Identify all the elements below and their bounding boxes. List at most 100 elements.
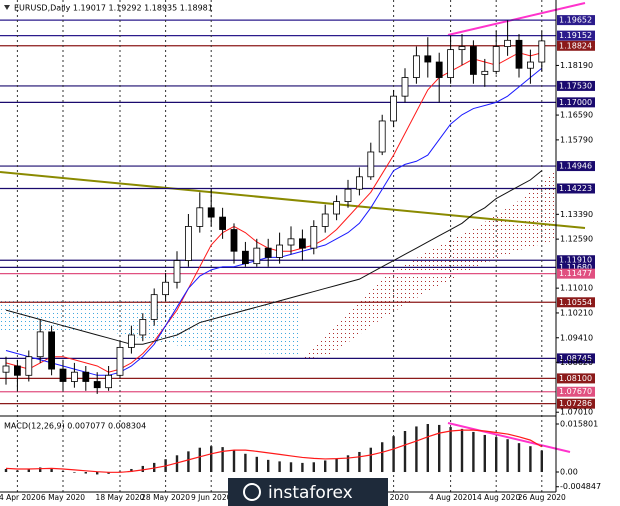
candle-body xyxy=(253,247,261,265)
level-label-box xyxy=(557,262,595,273)
candle-body xyxy=(378,120,386,153)
candle-body xyxy=(412,55,420,78)
level-label-box xyxy=(557,386,595,397)
macd-bar xyxy=(187,451,190,473)
y-tick-label: 1.07670 xyxy=(559,387,592,396)
candle-body xyxy=(59,368,67,382)
x-tick-label: 6 May 2020 xyxy=(41,493,85,502)
macd-bar xyxy=(415,426,418,473)
trend-line xyxy=(0,171,586,229)
candle-body xyxy=(230,229,238,252)
macd-bar xyxy=(529,446,532,473)
y-tick-label: 1.18190 xyxy=(560,61,593,70)
macd-bar xyxy=(39,467,42,473)
candle-body xyxy=(527,61,534,69)
macd-bar xyxy=(403,431,407,473)
y-tick-label: 1.19652 xyxy=(559,16,592,25)
candle-body xyxy=(469,46,477,75)
macd-bar xyxy=(96,472,99,475)
macd-bar xyxy=(130,468,133,473)
macd-bar xyxy=(369,447,372,473)
indicator-line xyxy=(5,67,543,376)
candle-body xyxy=(264,247,272,258)
macd-bar xyxy=(324,460,327,473)
macd-bar xyxy=(483,434,486,473)
y-tick-label: 1.15790 xyxy=(560,135,593,144)
candle-body xyxy=(2,365,10,373)
candle-body xyxy=(321,213,329,227)
candle-body xyxy=(504,39,512,47)
macd-bar xyxy=(449,427,452,473)
candle-body xyxy=(401,77,409,97)
candle-body xyxy=(458,46,466,51)
candle-body xyxy=(298,238,306,249)
macd-bar xyxy=(289,462,293,473)
indicator-line xyxy=(5,170,543,345)
candle-body xyxy=(196,207,204,227)
watermark-logo xyxy=(243,483,261,501)
candle-body xyxy=(435,61,443,78)
y-tick-label: 1.11680 xyxy=(559,263,592,272)
candle-body xyxy=(48,331,55,370)
y-tick-label: -0.004847 xyxy=(560,482,601,491)
macd-bar xyxy=(358,451,361,473)
y-tick-label: 1.08100 xyxy=(559,374,592,383)
macd-bar xyxy=(426,424,429,473)
macd-title: MACD(12,26,9) 0.007077 0.008304 xyxy=(4,422,146,431)
x-tick-label: 9 Jun 2020 xyxy=(191,493,232,502)
candle-body xyxy=(219,216,227,230)
y-tick-label: 1.14223 xyxy=(559,184,592,193)
x-tick-label: 4 Aug 2020 xyxy=(429,493,472,502)
candle-body xyxy=(139,319,147,336)
macd-bar xyxy=(381,442,384,473)
level-label-box xyxy=(557,297,595,308)
x-tick-label: 14 Aug 2020 xyxy=(472,493,520,502)
level-label-box xyxy=(557,40,595,51)
chart-title: EURUSD,Daily 1.19017 1.19292 1.18935 1.1… xyxy=(14,4,213,13)
level-label-box xyxy=(557,255,595,266)
macd-bar xyxy=(312,462,315,473)
x-tick-label: 18 May 2020 xyxy=(96,493,145,502)
candle-body xyxy=(184,226,192,261)
candle-body xyxy=(25,356,33,376)
y-tick-label: 1.18824 xyxy=(559,41,592,50)
macd-bar xyxy=(346,455,350,473)
macd-bar xyxy=(107,472,110,474)
macd-bar xyxy=(540,450,543,473)
candle-body xyxy=(71,371,78,382)
macd-bar xyxy=(392,436,395,473)
macd-bar xyxy=(141,465,144,473)
macd-bar xyxy=(232,450,236,473)
watermark: instaforex xyxy=(268,483,353,503)
y-tick-label: 1.19152 xyxy=(559,31,592,40)
candle-body xyxy=(150,294,158,320)
y-tick-label: 1.11010 xyxy=(560,284,593,293)
level-label-box xyxy=(557,398,595,409)
macd-bar xyxy=(61,471,65,473)
macd-bar xyxy=(267,459,270,473)
cloud xyxy=(300,170,556,360)
y-tick-label: 1.16590 xyxy=(560,111,593,120)
level-label-box xyxy=(557,183,595,194)
watermark-box xyxy=(228,478,388,506)
macd-bar xyxy=(506,439,509,473)
macd-bar xyxy=(244,453,247,473)
macd-bar xyxy=(335,458,338,473)
macd-bar xyxy=(84,472,87,474)
macd-bar xyxy=(210,446,213,473)
y-tick-label: 1.12590 xyxy=(560,235,593,244)
level-label-box xyxy=(557,15,595,26)
candle-body xyxy=(287,238,295,246)
signal-line xyxy=(5,429,543,473)
candle-body xyxy=(492,46,500,72)
y-tick-label: 1.08745 xyxy=(559,354,592,363)
macd-bar xyxy=(73,472,76,473)
level-label-box xyxy=(557,268,595,279)
trend-line xyxy=(447,2,586,36)
candle-body xyxy=(390,95,398,122)
macd-bar xyxy=(495,437,498,473)
macd-bar xyxy=(118,471,122,473)
y-tick-label: 1.07010 xyxy=(560,408,593,417)
candle-body xyxy=(82,371,90,382)
